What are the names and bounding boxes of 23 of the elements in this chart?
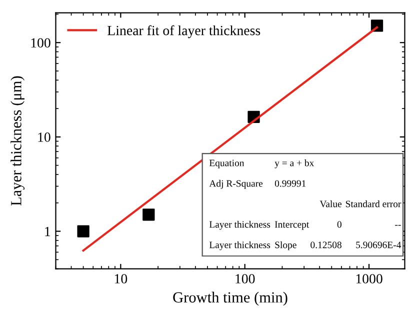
annotation: Standard error xyxy=(346,200,402,208)
annotation: Layer thickness xyxy=(209,241,270,250)
annotation: 0.99991 xyxy=(274,180,306,187)
annotation: Value xyxy=(320,200,342,208)
annotation: Intercept xyxy=(274,221,310,230)
x-tick-label: 1000 xyxy=(356,274,382,284)
x-axis-title: Growth time (min) xyxy=(173,292,288,306)
annotation: Layer thickness xyxy=(209,220,270,230)
annotation: 5.90696E-4 xyxy=(356,242,402,248)
annotation: 0.12508 xyxy=(310,242,342,248)
annotation: Adj R-Square xyxy=(209,180,263,189)
x-tick-label: 10 xyxy=(114,274,128,284)
y-tick-label: 100 xyxy=(31,38,50,48)
annotation: -- xyxy=(395,224,401,226)
annotation: Slope xyxy=(275,241,296,250)
annotation: Equation xyxy=(209,160,244,168)
annotation: y = a + bx xyxy=(274,159,314,168)
legend-label: Linear fit of layer thickness xyxy=(108,25,260,38)
y-tick-label: 10 xyxy=(38,132,50,142)
x-tick-label: 100 xyxy=(236,274,255,284)
annotation: 0 xyxy=(337,221,342,228)
y-tick-label: 1 xyxy=(45,226,50,236)
y-axis-title: Layer thickness (μm) xyxy=(10,76,25,206)
